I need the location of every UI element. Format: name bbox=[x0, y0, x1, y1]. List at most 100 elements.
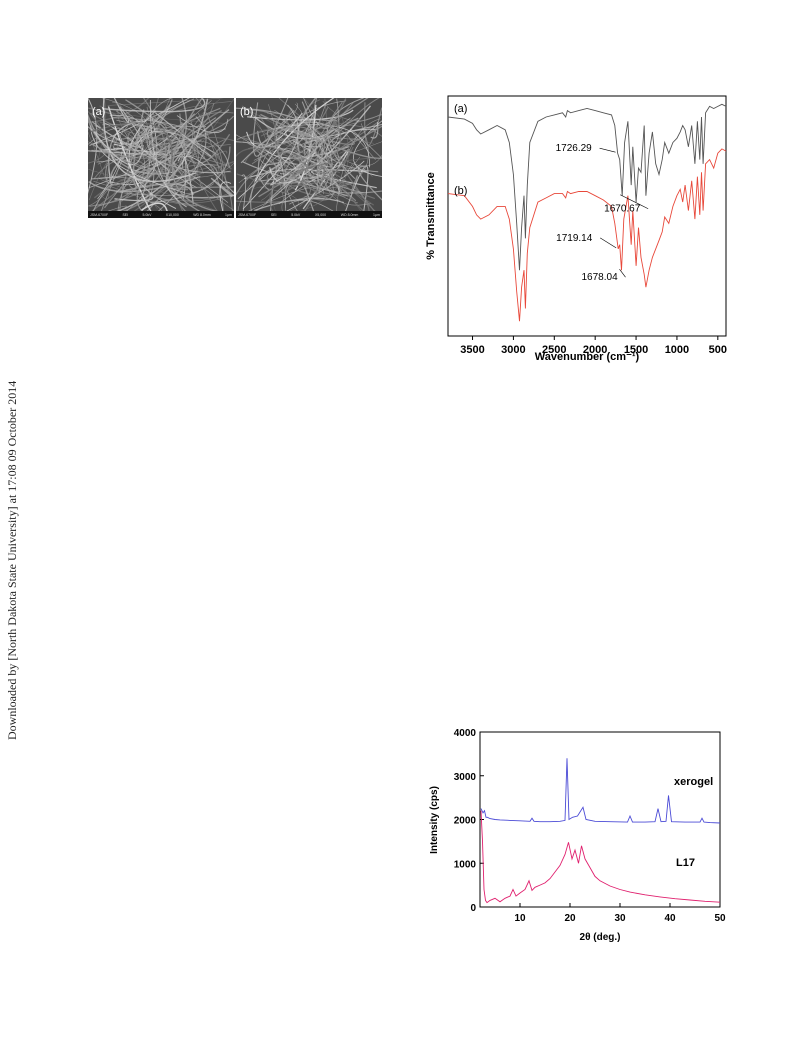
xrd-y-tick-label: 3000 bbox=[454, 772, 477, 783]
sem-fiber bbox=[91, 98, 188, 180]
xrd-y-axis-label: Intensity (cps) bbox=[429, 786, 440, 854]
sem-fiber bbox=[338, 156, 381, 218]
sem-fiber bbox=[93, 131, 144, 166]
sem-fiber bbox=[88, 115, 157, 201]
ftir-series-label-a: (a) bbox=[454, 103, 467, 115]
sem-fiber bbox=[250, 164, 281, 214]
sem-fiber bbox=[127, 169, 198, 207]
sem-fiber bbox=[265, 151, 378, 214]
ftir-x-tick-label: 3500 bbox=[460, 344, 484, 356]
sem-fiber bbox=[90, 122, 173, 173]
ftir-annotation-label: 1719.14 bbox=[556, 233, 593, 244]
xrd-series-line-xerogel bbox=[480, 758, 721, 824]
sem-fiber-texture bbox=[236, 98, 382, 218]
sem-fiber-texture bbox=[88, 98, 234, 218]
xrd-pattern-chart: 10 20 30 40 50 0 1000 2000 3000 4000 xerogel L17 I… bbox=[429, 728, 726, 943]
sem-fiber bbox=[88, 131, 109, 200]
sem-fiber bbox=[90, 106, 229, 124]
ftir-x-tick-label: 1000 bbox=[665, 344, 689, 356]
sem-fiber bbox=[311, 169, 377, 189]
sem-fiber bbox=[177, 155, 194, 205]
sem-fiber bbox=[98, 136, 152, 216]
sem-fiber bbox=[176, 115, 229, 134]
sem-fiber bbox=[107, 98, 224, 106]
sem-fiber bbox=[91, 111, 146, 151]
ftir-annotation-arrow bbox=[599, 147, 616, 153]
xrd-x-tick-label: 20 bbox=[564, 913, 576, 924]
xrd-series-label: xerogel bbox=[674, 776, 713, 788]
sem-fiber bbox=[248, 100, 347, 202]
sem-fiber bbox=[101, 98, 206, 113]
ftir-x-tick-label: 2000 bbox=[583, 344, 607, 356]
ftir-series-line-b bbox=[447, 148, 727, 322]
sem-fiber bbox=[88, 151, 192, 189]
ftir-annotation-arrow bbox=[619, 269, 626, 278]
sem-fiber bbox=[171, 98, 234, 215]
sem-label-b: (b) bbox=[240, 106, 254, 118]
sem-fiber bbox=[237, 122, 320, 217]
sem-fiber bbox=[304, 98, 381, 174]
sem-footer-field: X5,000 bbox=[314, 212, 327, 217]
ftir-x-tick-label: 3000 bbox=[501, 344, 525, 356]
watermark-text: Downloaded by [North Dakota State Univer… bbox=[5, 380, 19, 740]
sem-fiber bbox=[150, 146, 231, 204]
sem-fiber bbox=[357, 165, 382, 201]
sem-fiber bbox=[236, 146, 311, 203]
sem-fiber bbox=[133, 200, 194, 207]
sem-fiber bbox=[154, 112, 212, 157]
sem-fiber bbox=[90, 125, 185, 194]
sem-footer-field: 1μm bbox=[373, 212, 380, 217]
sem-fiber bbox=[219, 181, 232, 212]
ftir-series-line-a bbox=[447, 103, 727, 271]
sem-fiber bbox=[353, 120, 382, 177]
ftir-x-tick-label: 1500 bbox=[624, 344, 648, 356]
sem-image-a: (a) JSM-6700F SEI 5.0kV X10,000 WD 8.0mm… bbox=[88, 98, 234, 218]
xrd-x-tick-label: 50 bbox=[714, 913, 726, 924]
sem-fiber bbox=[288, 117, 335, 201]
ftir-x-tick-label: 500 bbox=[709, 344, 727, 356]
ftir-plot-frame bbox=[447, 95, 727, 337]
sem-fiber bbox=[149, 100, 187, 208]
sem-fiber bbox=[117, 150, 196, 218]
ftir-annotation-arrow bbox=[620, 194, 649, 209]
sem-footer-field: 1μm bbox=[225, 212, 232, 217]
sem-fiber bbox=[255, 102, 298, 149]
sem-fiber bbox=[256, 130, 350, 159]
ftir-annotation-label: 1678.04 bbox=[582, 272, 619, 283]
sem-fiber bbox=[244, 119, 361, 163]
sem-fiber bbox=[159, 160, 234, 188]
sem-fiber bbox=[269, 157, 375, 212]
sem-fiber bbox=[113, 98, 130, 124]
sem-fiber bbox=[192, 137, 234, 213]
sem-fiber bbox=[92, 122, 157, 163]
sem-footer-field: JSM-6700F bbox=[238, 212, 257, 217]
sem-fiber bbox=[335, 118, 381, 214]
sem-fiber bbox=[240, 129, 311, 177]
xrd-series-line-l17 bbox=[480, 810, 721, 904]
sem-fiber bbox=[211, 177, 234, 198]
sem-fiber bbox=[96, 114, 193, 163]
xrd-series-label: L17 bbox=[676, 857, 695, 869]
sem-fiber bbox=[244, 114, 287, 209]
xrd-x-tick-label: 30 bbox=[614, 913, 626, 924]
sem-fiber bbox=[266, 126, 323, 160]
sem-footer-field: JSM-6700F bbox=[90, 212, 109, 217]
sem-fiber bbox=[92, 137, 224, 213]
sem-fiber bbox=[100, 179, 234, 202]
sem-image-b: (b) JSM-6700F SEI 5.0kV X5,000 WD 8.0mm … bbox=[236, 98, 382, 218]
sem-fiber bbox=[291, 164, 325, 218]
sem-fiber bbox=[156, 124, 186, 159]
sem-fiber bbox=[265, 104, 299, 184]
sem-footer-field: SEI bbox=[270, 212, 277, 217]
sem-fiber bbox=[317, 143, 326, 192]
sem-fiber bbox=[93, 180, 163, 218]
xrd-x-tick-label: 10 bbox=[514, 913, 526, 924]
xrd-x-tick-label: 40 bbox=[664, 913, 676, 924]
sem-footer-field: WD 8.0mm bbox=[340, 212, 359, 217]
ftir-x-tick-label: 2500 bbox=[542, 344, 566, 356]
sem-fiber bbox=[312, 98, 379, 173]
sem-fiber bbox=[236, 146, 354, 187]
sem-fiber bbox=[254, 98, 335, 182]
sem-fiber bbox=[169, 125, 219, 173]
sem-fiber bbox=[144, 132, 234, 211]
